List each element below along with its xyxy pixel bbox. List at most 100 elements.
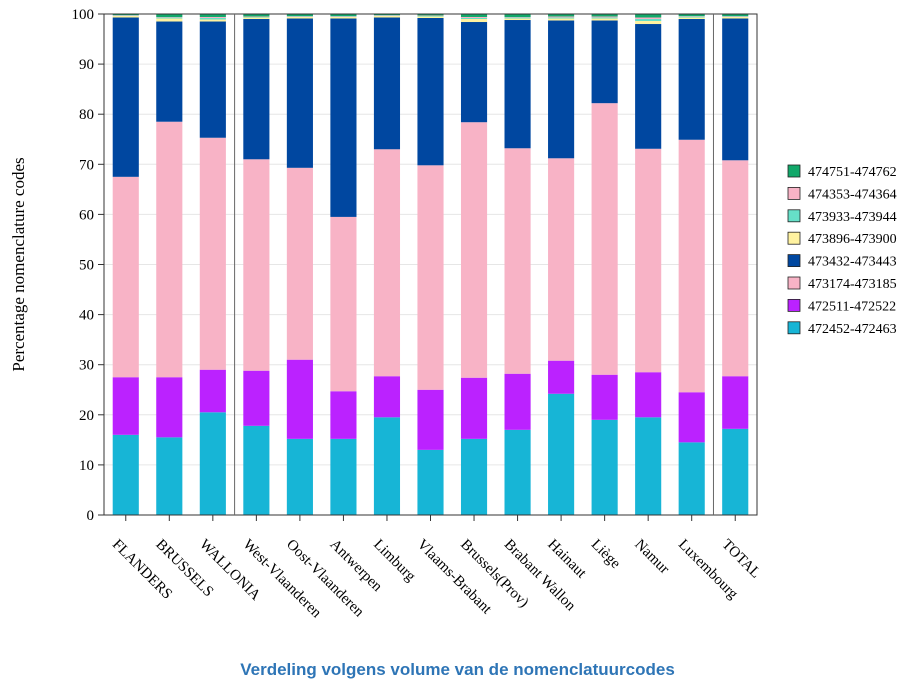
x-axis: FLANDERSBRUSSELSWALLONIAWest-VlaanderenO…: [109, 515, 763, 622]
bar-segment: [548, 393, 575, 515]
bar-segment: [243, 370, 270, 426]
bar-segment: [504, 373, 531, 430]
bar-segment: [112, 17, 139, 177]
bar-segment: [373, 17, 401, 150]
bar-segment: [330, 438, 357, 515]
bar-segment: [460, 17, 488, 19]
bar-segment: [635, 372, 662, 418]
x-tick-label: Namur: [631, 537, 672, 578]
y-tick-label: 30: [79, 358, 94, 374]
bar-segment: [678, 17, 705, 20]
bar-segment: [460, 19, 488, 23]
bar-segment: [548, 20, 575, 159]
legend: 474751-474762 474353-474364 473933-473944 4…: [787, 164, 897, 337]
bar-segment: [722, 16, 749, 17]
bar-segment: [330, 17, 357, 19]
legend-swatch: [787, 186, 801, 200]
y-tick-label: 80: [79, 107, 94, 123]
bar-segment: [373, 376, 401, 418]
bar-segment: [635, 17, 662, 20]
bar-segment: [417, 15, 444, 17]
y-axis-label: Percentage nomenclature codes: [9, 157, 28, 371]
bar-segment: [330, 16, 357, 18]
bar-segment: [286, 167, 313, 360]
bar-segment: [504, 17, 531, 18]
bar-segment: [635, 21, 662, 25]
bar-segment: [504, 18, 531, 21]
bar-segment: [199, 21, 226, 138]
bar-segment: [112, 434, 139, 515]
legend-label: 474751-474762: [808, 165, 897, 180]
bar-segment: [373, 417, 401, 515]
bar-segment: [156, 21, 183, 122]
bar-segment: [112, 377, 139, 435]
bar-segment: [112, 15, 139, 17]
bar-segment: [635, 148, 662, 373]
bar-segment: [243, 159, 270, 371]
bar-segment: [504, 148, 531, 374]
bar-segment: [243, 19, 270, 160]
x-tick-label: Liège: [588, 537, 624, 573]
bar-segment: [156, 17, 183, 19]
bar-segment: [722, 14, 749, 17]
bar-segment: [199, 137, 226, 370]
bar-segment: [156, 121, 183, 378]
bar-segment: [199, 412, 226, 515]
legend-swatch: [787, 298, 801, 312]
bar-segment: [112, 176, 139, 378]
legend-swatch: [787, 231, 801, 245]
bar-segment: [635, 417, 662, 515]
bar-segment: [330, 391, 357, 439]
y-tick-label: 90: [79, 57, 94, 73]
legend-label: 473174-473185: [808, 277, 897, 292]
y-axis: 0 10 20 30 40 50 60 70 80 90 100: [72, 7, 104, 524]
legend-label: 472511-472522: [808, 299, 896, 314]
bar-segment: [504, 20, 531, 149]
bar-segment: [112, 14, 139, 16]
bar-segment: [417, 16, 444, 17]
bar-segment: [417, 449, 444, 515]
bar-segment: [678, 139, 705, 393]
y-tick-label: 0: [87, 508, 95, 524]
bar-segment: [722, 16, 749, 18]
legend-label: 472452-472463: [808, 322, 897, 337]
bar-segment: [417, 389, 444, 450]
chart-caption: Verdeling volgens volume van de nomencla…: [240, 660, 675, 679]
bar-segment: [199, 369, 226, 413]
x-tick-label: Vlaams-Brabant: [414, 537, 495, 618]
bar-segment: [504, 14, 531, 18]
legend-label: 474353-474364: [808, 187, 897, 202]
bar-segment: [635, 19, 662, 22]
bar-segment: [330, 16, 357, 17]
bar-segment: [417, 18, 444, 166]
bar-segment: [678, 16, 705, 17]
bar-segment: [548, 16, 575, 18]
bar-segment: [591, 16, 618, 18]
bar-segment: [156, 17, 183, 18]
legend-swatch: [787, 209, 801, 223]
bar-segment: [330, 14, 357, 17]
group-separators: [234, 14, 714, 515]
bar-segment: [373, 149, 401, 377]
bar-segment: [548, 158, 575, 361]
bar-segment: [678, 19, 705, 140]
bar-segment: [591, 374, 618, 420]
bar-segment: [243, 425, 270, 515]
bar-segment: [460, 377, 488, 439]
bar-segment: [112, 16, 139, 18]
bars: [112, 14, 749, 515]
bar-segment: [373, 15, 401, 16]
bar-segment: [156, 14, 183, 18]
y-tick-label: 100: [72, 7, 95, 23]
bar-segment: [678, 16, 705, 18]
bar-segment: [722, 17, 749, 19]
bar-segment: [417, 16, 444, 19]
legend-label: 473432-473443: [808, 255, 897, 270]
bar-segment: [548, 14, 575, 17]
bar-segment: [330, 18, 357, 217]
bar-segment: [286, 16, 313, 17]
y-tick-label: 70: [79, 157, 94, 173]
bar-segment: [591, 14, 618, 17]
bar-segment: [460, 122, 488, 378]
bar-segment: [330, 216, 357, 392]
